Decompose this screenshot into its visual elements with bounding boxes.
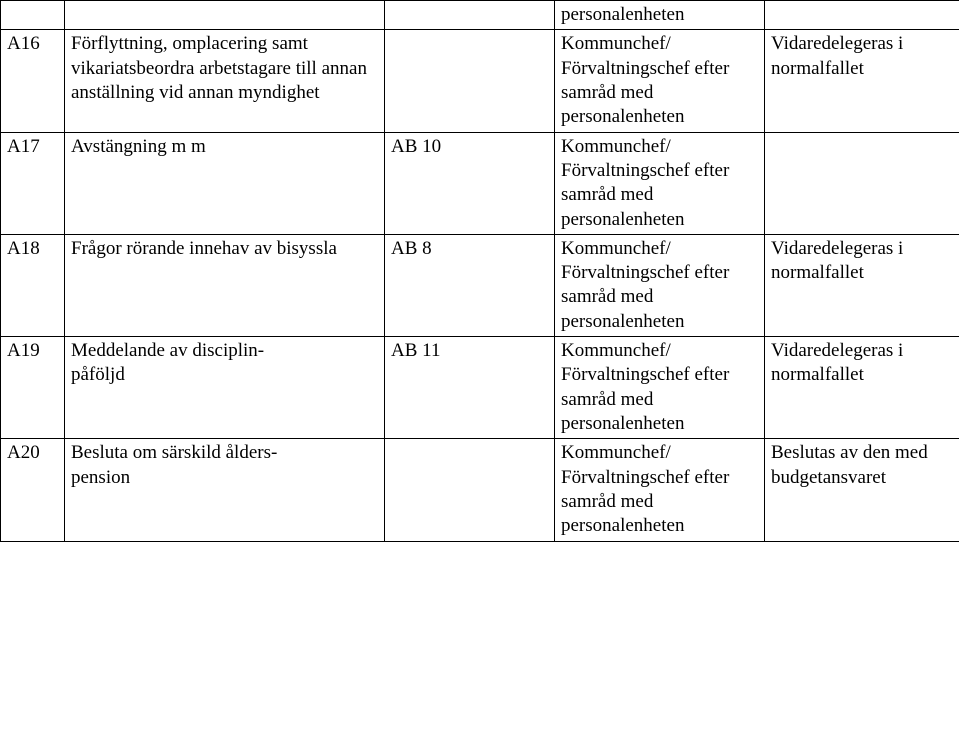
- text: Beslutas av den med budgetansvaret: [771, 442, 928, 487]
- text: Vidaredelegeras i normalfallet: [771, 238, 903, 283]
- text: Frågor rörande innehav av bisyssla: [71, 238, 337, 259]
- cell-note: Beslutas av den med budgetansvaret: [765, 439, 959, 541]
- cell-id: A19: [1, 337, 65, 439]
- text: A16: [7, 33, 40, 54]
- text: AB 8: [391, 238, 432, 259]
- text: Kommunchef/ Förvaltningschef efter samrå…: [561, 136, 729, 230]
- cell-id: [1, 1, 65, 30]
- text: Vidaredelegeras i normalfallet: [771, 33, 903, 78]
- text: Kommunchef/ Förvaltningschef efter samrå…: [561, 340, 729, 434]
- cell-note: [765, 1, 959, 30]
- cell-note: Vidaredelegeras i normalfallet: [765, 30, 959, 132]
- cell-basis: AB 8: [385, 234, 555, 336]
- text: Meddelande av disciplin- påföljd: [71, 340, 264, 385]
- cell-id: A18: [1, 234, 65, 336]
- text: personalenheten: [561, 4, 684, 25]
- text: AB 10: [391, 136, 441, 157]
- cell-basis: AB 10: [385, 132, 555, 234]
- text: Kommunchef/ Förvaltningschef efter samrå…: [561, 442, 729, 536]
- cell-subject: Frågor rörande innehav av bisyssla: [65, 234, 385, 336]
- cell-basis: [385, 30, 555, 132]
- text: A20: [7, 442, 40, 463]
- text: Vidaredelegeras i normalfallet: [771, 340, 903, 385]
- cell-subject: [65, 1, 385, 30]
- table-row: A18 Frågor rörande innehav av bisyssla A…: [1, 234, 959, 336]
- cell-decider: Kommunchef/ Förvaltningschef efter samrå…: [555, 337, 765, 439]
- cell-decider: Kommunchef/ Förvaltningschef efter samrå…: [555, 234, 765, 336]
- table-row: personalenheten: [1, 1, 959, 30]
- cell-basis: [385, 1, 555, 30]
- cell-subject: Förflyttning, omplacering samt vikariats…: [65, 30, 385, 132]
- delegation-table: personalenheten A16 Förflyttning, omplac…: [0, 0, 959, 542]
- cell-id: A17: [1, 132, 65, 234]
- cell-note: [765, 132, 959, 234]
- table-row: A20 Besluta om särskild ålders- pension …: [1, 439, 959, 541]
- text: AB 11: [391, 340, 440, 361]
- text: Besluta om särskild ålders- pension: [71, 442, 277, 487]
- text: Förflyttning, omplacering samt vikariats…: [71, 33, 367, 103]
- table-body: personalenheten A16 Förflyttning, omplac…: [1, 1, 959, 542]
- cell-basis: [385, 439, 555, 541]
- cell-id: A20: [1, 439, 65, 541]
- table-row: A16 Förflyttning, omplacering samt vikar…: [1, 30, 959, 132]
- cell-decider: personalenheten: [555, 1, 765, 30]
- cell-subject: Avstängning m m: [65, 132, 385, 234]
- cell-id: A16: [1, 30, 65, 132]
- text: A17: [7, 136, 40, 157]
- text: Avstängning m m: [71, 136, 206, 157]
- cell-decider: Kommunchef/ Förvaltningschef efter samrå…: [555, 439, 765, 541]
- text: Kommunchef/ Förvaltningschef efter samrå…: [561, 33, 729, 127]
- cell-basis: AB 11: [385, 337, 555, 439]
- cell-note: Vidaredelegeras i normalfallet: [765, 337, 959, 439]
- cell-note: Vidaredelegeras i normalfallet: [765, 234, 959, 336]
- cell-subject: Besluta om särskild ålders- pension: [65, 439, 385, 541]
- cell-decider: Kommunchef/ Förvaltningschef efter samrå…: [555, 30, 765, 132]
- cell-subject: Meddelande av disciplin- påföljd: [65, 337, 385, 439]
- table-row: A17 Avstängning m m AB 10 Kommunchef/ Fö…: [1, 132, 959, 234]
- text: Kommunchef/ Förvaltningschef efter samrå…: [561, 238, 729, 332]
- table-row: A19 Meddelande av disciplin- påföljd AB …: [1, 337, 959, 439]
- text: A18: [7, 238, 40, 259]
- cell-decider: Kommunchef/ Förvaltningschef efter samrå…: [555, 132, 765, 234]
- text: A19: [7, 340, 40, 361]
